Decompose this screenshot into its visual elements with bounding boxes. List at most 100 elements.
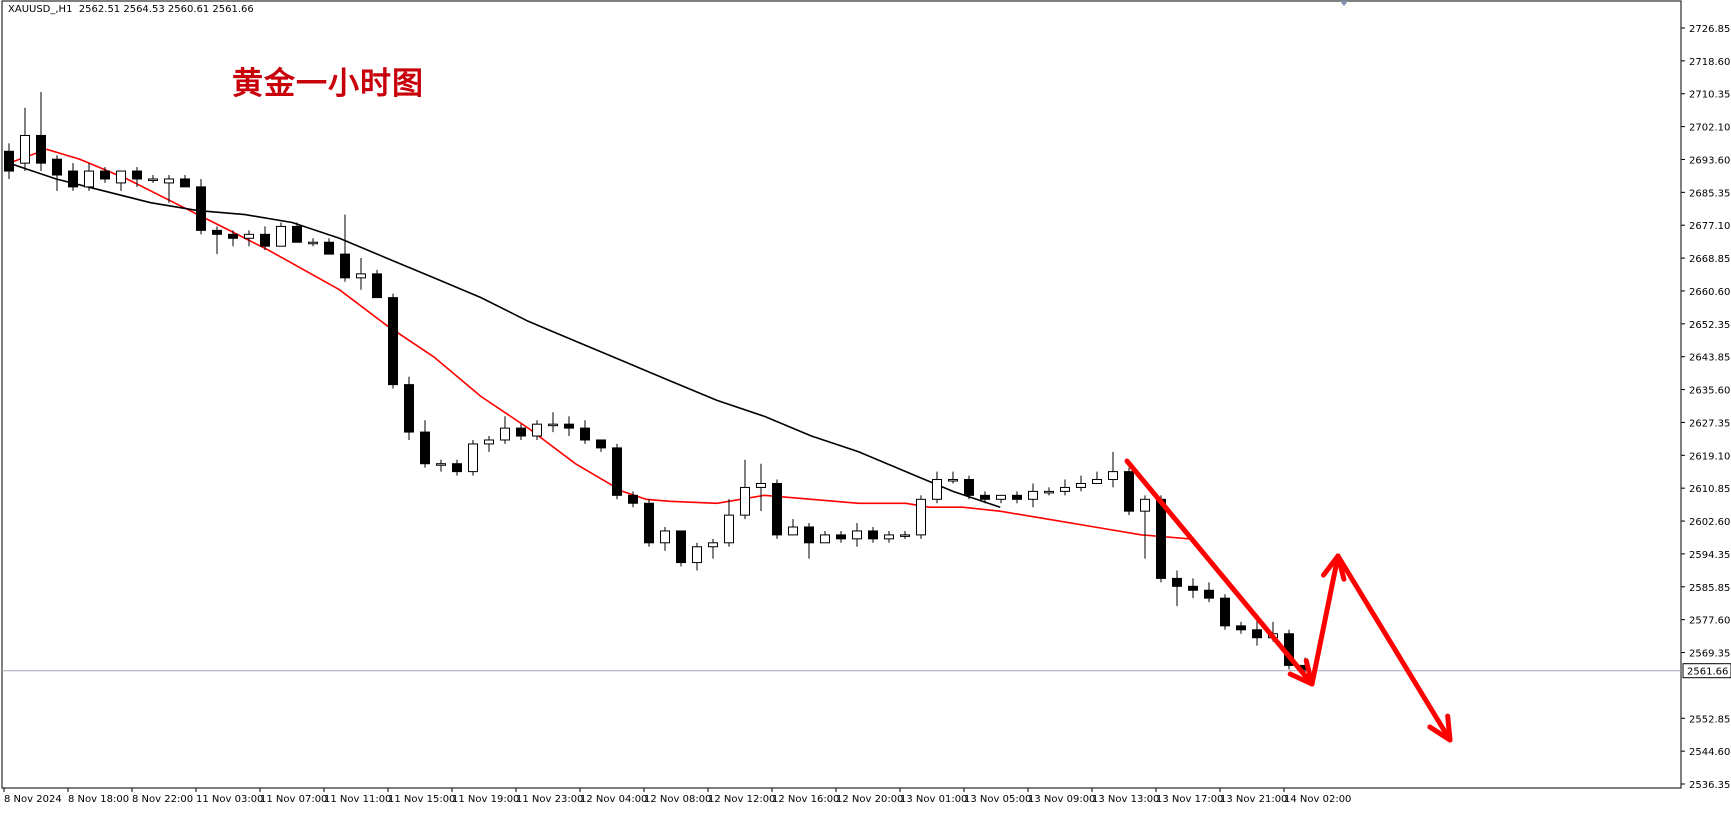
bull-candle[interactable] (932, 479, 942, 500)
bear-candle[interactable] (196, 186, 206, 231)
bear-candle[interactable] (1012, 494, 1022, 500)
chart-overlay-title: 黄金一小时图 (232, 66, 424, 102)
bull-candle[interactable] (900, 534, 910, 537)
bear-candle[interactable] (404, 384, 414, 433)
bull-candle[interactable] (548, 423, 558, 427)
bull-candle[interactable] (740, 486, 750, 516)
bear-candle[interactable] (836, 534, 846, 540)
bear-candle[interactable] (868, 530, 878, 540)
bull-candle[interactable] (788, 526, 798, 536)
bull-candle[interactable] (116, 170, 126, 184)
y-tick-label: 2643.85 (1689, 353, 1730, 364)
bear-candle[interactable] (68, 170, 78, 188)
shift-marker-icon[interactable] (1340, 1, 1348, 6)
bull-candle[interactable] (1044, 490, 1054, 494)
bear-candle[interactable] (228, 233, 238, 239)
bear-candle[interactable] (180, 178, 190, 188)
x-tick-label: 12 Nov 12:00 (708, 794, 775, 805)
bull-candle[interactable] (724, 514, 734, 544)
bear-candle[interactable] (212, 229, 222, 235)
y-tick-label: 2718.60 (1689, 57, 1730, 68)
bull-candle[interactable] (244, 233, 254, 239)
bear-candle[interactable] (260, 233, 270, 247)
bull-candle[interactable] (948, 479, 958, 482)
bull-candle[interactable] (820, 534, 830, 544)
y-tick-label: 2660.60 (1689, 287, 1730, 298)
bear-candle[interactable] (980, 494, 990, 500)
bear-candle[interactable] (36, 134, 46, 164)
bear-candle[interactable] (644, 502, 654, 544)
bear-candle[interactable] (1204, 589, 1214, 599)
bear-candle[interactable] (1156, 498, 1166, 579)
bull-candle[interactable] (500, 427, 510, 441)
bull-candle[interactable] (1028, 490, 1038, 500)
bull-candle[interactable] (84, 170, 94, 188)
y-tick-label: 2602.60 (1689, 517, 1730, 528)
bull-candle[interactable] (148, 178, 158, 181)
ohlc-values: 2562.51 2564.53 2560.61 2561.66 (78, 4, 254, 15)
bull-candle[interactable] (484, 439, 494, 445)
bear-candle[interactable] (340, 253, 350, 279)
bear-candle[interactable] (420, 431, 430, 465)
y-tick-label: 2569.35 (1689, 649, 1730, 660)
bull-candle[interactable] (708, 542, 718, 548)
bear-candle[interactable] (292, 225, 302, 243)
bull-candle[interactable] (996, 494, 1006, 500)
bear-candle[interactable] (452, 463, 462, 473)
bear-candle[interactable] (100, 170, 110, 180)
bull-candle[interactable] (692, 546, 702, 564)
bull-candle[interactable] (468, 443, 478, 473)
bull-candle[interactable] (20, 134, 30, 164)
x-tick-label: 11 Nov 23:00 (516, 794, 583, 805)
bear-candle[interactable] (1188, 585, 1198, 591)
x-tick-label: 12 Nov 20:00 (836, 794, 903, 805)
bull-candle[interactable] (756, 482, 766, 488)
bear-candle[interactable] (676, 530, 686, 564)
bear-candle[interactable] (4, 150, 14, 172)
bear-candle[interactable] (564, 423, 574, 429)
bull-candle[interactable] (436, 463, 446, 466)
bear-candle[interactable] (596, 439, 606, 449)
bull-candle[interactable] (660, 530, 670, 544)
bear-candle[interactable] (628, 494, 638, 504)
bear-candle[interactable] (580, 427, 590, 441)
bear-candle[interactable] (612, 447, 622, 496)
bull-candle[interactable] (884, 534, 894, 540)
bear-candle[interactable] (772, 482, 782, 536)
bear-candle[interactable] (804, 526, 814, 544)
bull-candle[interactable] (356, 273, 366, 279)
bull-candle[interactable] (276, 225, 286, 247)
x-tick-label: 8 Nov 2024 (4, 794, 62, 805)
bear-candle[interactable] (388, 297, 398, 386)
bull-candle[interactable] (916, 498, 926, 536)
y-tick-label: 2619.10 (1689, 451, 1730, 462)
x-tick-label: 12 Nov 08:00 (644, 794, 711, 805)
bull-candle[interactable] (1060, 486, 1070, 492)
bull-candle[interactable] (852, 530, 862, 540)
bear-candle[interactable] (132, 170, 142, 180)
bear-candle[interactable] (1172, 577, 1182, 587)
bull-candle[interactable] (1108, 471, 1118, 481)
bull-candle[interactable] (1076, 482, 1086, 488)
y-tick-label: 2536.35 (1689, 780, 1730, 791)
bear-candle[interactable] (324, 241, 334, 255)
bull-candle[interactable] (1140, 498, 1150, 512)
bear-candle[interactable] (1252, 629, 1262, 639)
bear-candle[interactable] (52, 158, 62, 176)
bear-candle[interactable] (372, 273, 382, 299)
x-tick-label: 13 Nov 09:00 (1028, 794, 1095, 805)
bear-candle[interactable] (1124, 471, 1134, 512)
current-price-label: 2561.66 (1687, 667, 1728, 678)
y-tick-label: 2685.35 (1689, 188, 1730, 199)
bear-candle[interactable] (1220, 597, 1230, 627)
bull-candle[interactable] (1092, 479, 1102, 484)
y-tick-label: 2726.85 (1689, 24, 1730, 35)
bear-candle[interactable] (516, 427, 526, 437)
bear-candle[interactable] (1236, 625, 1246, 631)
bull-candle[interactable] (532, 423, 542, 437)
bull-candle[interactable] (308, 241, 318, 245)
bull-candle[interactable] (164, 178, 174, 184)
bear-candle[interactable] (964, 479, 974, 496)
